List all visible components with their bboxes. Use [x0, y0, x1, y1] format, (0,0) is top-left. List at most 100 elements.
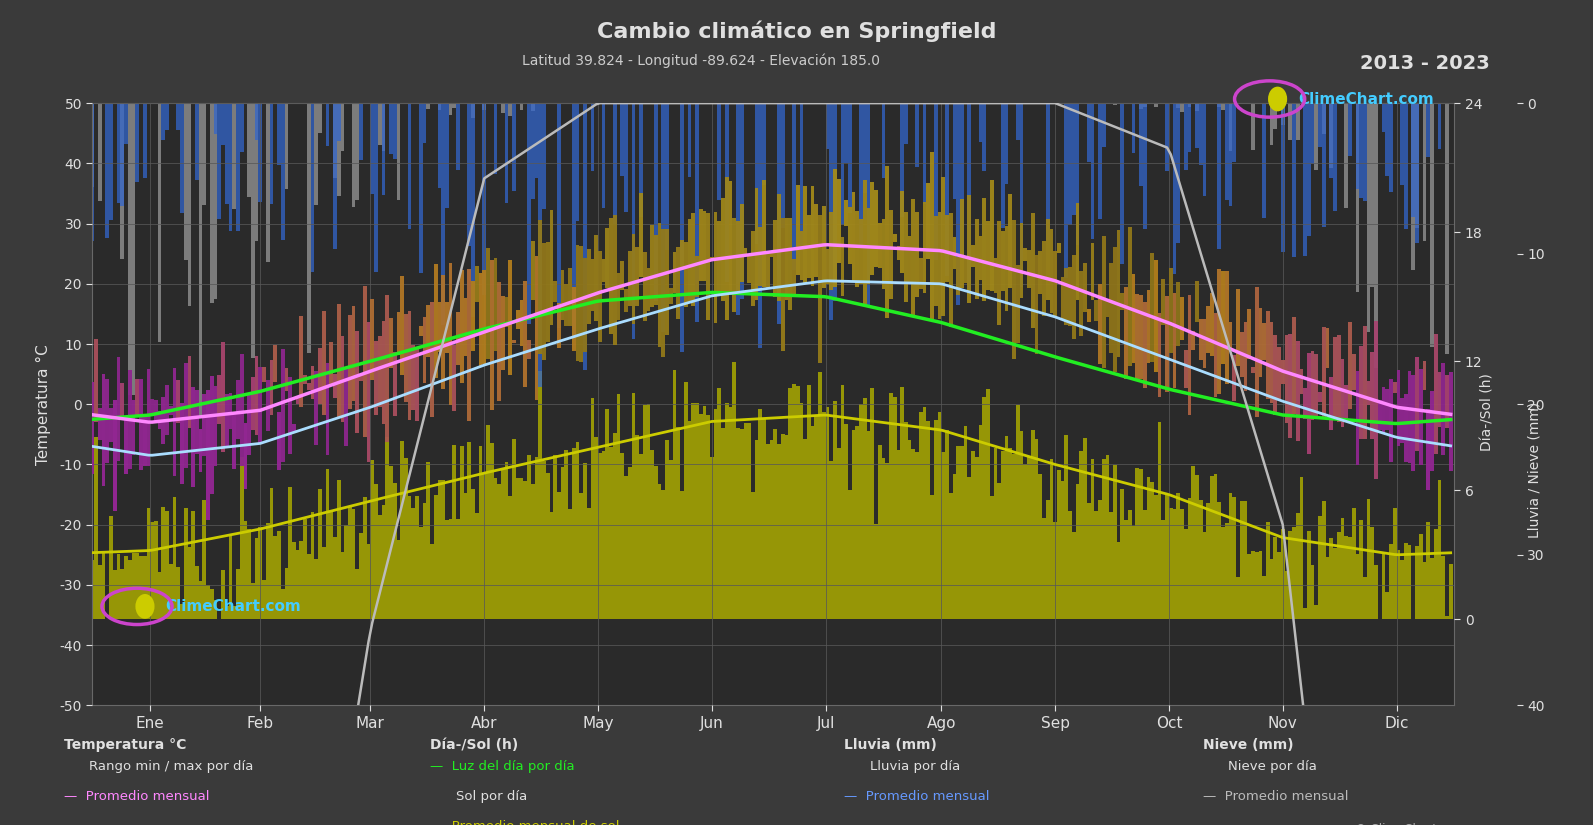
Bar [236, 568, 241, 620]
Bar [542, 461, 546, 620]
Bar [229, 536, 233, 620]
Bar [1322, 103, 1325, 228]
Text: Rango min / max por día: Rango min / max por día [89, 760, 253, 773]
Bar [1325, 557, 1330, 620]
Bar [91, 382, 94, 474]
Bar [1292, 317, 1295, 414]
Bar [1306, 352, 1311, 454]
Bar [524, 481, 527, 620]
Bar [728, 182, 733, 295]
Bar [733, 219, 736, 312]
Bar [341, 103, 344, 151]
Bar [497, 282, 502, 401]
Bar [438, 480, 441, 620]
Bar [769, 252, 774, 257]
Bar [1228, 103, 1233, 151]
Text: —  Promedio mensual: — Promedio mensual [64, 790, 209, 804]
Bar [102, 374, 105, 486]
Bar [859, 219, 863, 284]
Bar [1169, 268, 1172, 353]
Bar [1289, 334, 1292, 438]
Bar [1408, 545, 1411, 620]
Bar [382, 103, 386, 195]
Bar [1016, 103, 1020, 140]
Bar [580, 493, 583, 620]
Bar [172, 497, 177, 620]
Bar [1150, 253, 1153, 362]
Bar [870, 182, 875, 275]
Bar [1053, 522, 1058, 620]
Bar [1211, 476, 1214, 620]
Bar [202, 394, 205, 456]
Bar [344, 367, 347, 446]
Bar [502, 103, 505, 113]
Bar [1225, 103, 1228, 200]
Bar [930, 153, 933, 319]
Bar [274, 536, 277, 620]
Bar [1125, 520, 1128, 620]
Bar [132, 553, 135, 620]
Bar [911, 199, 916, 315]
Bar [1397, 370, 1400, 446]
Bar [680, 240, 683, 270]
Bar [903, 422, 908, 620]
Bar [1016, 405, 1020, 620]
Bar [150, 399, 155, 414]
Bar [124, 103, 127, 144]
Bar [761, 103, 766, 185]
Bar [1289, 530, 1292, 620]
Bar [758, 103, 761, 348]
Bar [494, 258, 497, 351]
Bar [460, 271, 464, 383]
Bar [397, 312, 400, 355]
Bar [1239, 332, 1244, 377]
Bar [478, 273, 483, 367]
Bar [967, 103, 972, 294]
Bar [535, 103, 538, 178]
Bar [941, 177, 945, 316]
Bar [183, 103, 188, 260]
Bar [530, 103, 535, 200]
Bar [688, 103, 691, 177]
Bar [644, 405, 647, 620]
Bar [177, 567, 180, 620]
Bar [1031, 213, 1034, 328]
Bar [591, 398, 594, 620]
Bar [311, 103, 314, 272]
Bar [639, 454, 644, 620]
Bar [444, 103, 449, 208]
Bar [867, 208, 870, 285]
Bar [99, 408, 102, 441]
Bar [953, 103, 956, 199]
Bar [132, 103, 135, 395]
Bar [325, 103, 330, 146]
Bar [875, 190, 878, 267]
Bar [494, 478, 497, 620]
Bar [613, 103, 616, 224]
Bar [631, 233, 636, 324]
Bar [124, 417, 127, 474]
Bar [881, 103, 886, 178]
Bar [467, 103, 472, 246]
Bar [1012, 454, 1016, 620]
Bar [1203, 532, 1206, 620]
Bar [307, 103, 311, 353]
Bar [166, 511, 169, 620]
Bar [602, 103, 605, 209]
Bar [333, 103, 336, 178]
Bar [1300, 369, 1303, 394]
Bar [252, 582, 255, 620]
Bar [358, 103, 363, 160]
Bar [1292, 526, 1295, 620]
Bar [400, 441, 405, 620]
Bar [781, 434, 785, 620]
Bar [1389, 380, 1392, 462]
Bar [314, 103, 319, 205]
Bar [1262, 103, 1266, 219]
Bar [777, 444, 781, 620]
Bar [1050, 459, 1053, 620]
Bar [766, 444, 769, 620]
Bar [1098, 103, 1102, 219]
Bar [1091, 243, 1094, 300]
Bar [1094, 299, 1098, 322]
